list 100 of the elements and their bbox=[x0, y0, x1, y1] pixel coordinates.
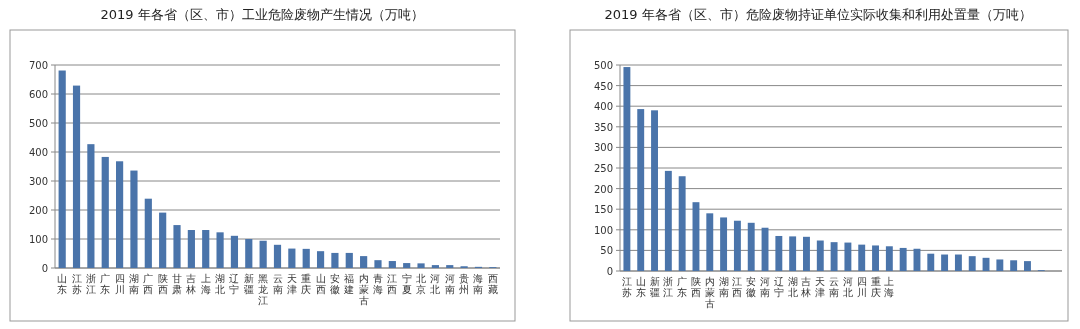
x-tick-label: 安徽 bbox=[746, 276, 757, 298]
x-tick-label: 青海 bbox=[372, 273, 383, 295]
bar bbox=[273, 244, 282, 268]
x-tick-label: 河北 bbox=[430, 273, 441, 295]
bar bbox=[941, 254, 949, 271]
bar bbox=[388, 261, 396, 268]
x-tick-label: 陕西 bbox=[157, 273, 168, 295]
x-tick-label: 甘肃 bbox=[172, 273, 183, 295]
y-tick-label: 200 bbox=[593, 183, 613, 195]
x-tick-label: 河北 bbox=[842, 276, 853, 298]
bar bbox=[1010, 260, 1018, 271]
x-tick-label: 湖北 bbox=[787, 276, 798, 298]
bar bbox=[775, 235, 783, 271]
bar bbox=[101, 156, 109, 268]
x-tick-label: 湖南 bbox=[718, 276, 729, 298]
x-tick-label: 四川 bbox=[114, 273, 125, 295]
x-tick-label: 西藏 bbox=[487, 273, 498, 295]
x-tick-label: 海南 bbox=[473, 273, 484, 295]
bar bbox=[664, 170, 672, 271]
x-tick-label: 上海 bbox=[884, 276, 895, 298]
bar bbox=[302, 248, 310, 268]
bar bbox=[403, 263, 411, 268]
y-tick-label: 350 bbox=[593, 121, 613, 133]
x-tick-label: 吉林 bbox=[800, 276, 812, 298]
bar bbox=[637, 109, 645, 271]
bar bbox=[245, 239, 253, 268]
x-tick-label: 陕西 bbox=[690, 276, 701, 298]
bar bbox=[830, 242, 838, 271]
y-tick-label: 150 bbox=[593, 204, 613, 216]
x-tick-label: 黑龙江 bbox=[258, 273, 269, 306]
x-tick-label: 安徽 bbox=[329, 273, 340, 295]
bar bbox=[374, 260, 382, 268]
y-tick-label: 600 bbox=[28, 89, 48, 100]
bar bbox=[844, 242, 852, 271]
x-tick-label: 新疆 bbox=[243, 273, 254, 295]
bar bbox=[187, 230, 195, 268]
bar bbox=[230, 235, 239, 268]
bar bbox=[885, 246, 893, 271]
y-tick-label: 250 bbox=[593, 163, 613, 174]
bar bbox=[331, 252, 339, 268]
bar bbox=[58, 70, 66, 268]
y-tick-label: 500 bbox=[593, 60, 613, 71]
x-tick-label: 河南 bbox=[444, 273, 455, 295]
bar bbox=[216, 232, 224, 268]
bar bbox=[288, 248, 296, 268]
bar bbox=[899, 247, 907, 271]
y-tick-label: 100 bbox=[593, 224, 613, 236]
x-tick-label: 辽宁 bbox=[229, 273, 240, 295]
bar bbox=[259, 240, 267, 268]
bar bbox=[345, 252, 353, 268]
bar bbox=[1024, 261, 1031, 271]
bar bbox=[720, 217, 728, 271]
x-tick-label: 浙江 bbox=[85, 273, 96, 295]
x-tick-label: 天津 bbox=[286, 273, 297, 295]
bar bbox=[417, 263, 425, 268]
x-tick-label: 湖南 bbox=[128, 273, 139, 295]
bar bbox=[202, 230, 210, 268]
x-tick-label: 山东 bbox=[635, 276, 646, 298]
bar bbox=[72, 85, 81, 268]
bar bbox=[130, 170, 138, 268]
x-tick-label: 山西 bbox=[315, 273, 326, 295]
x-tick-label: 河南 bbox=[760, 276, 771, 298]
x-tick-label: 贵州 bbox=[459, 273, 470, 295]
y-tick-label: 400 bbox=[593, 101, 613, 113]
x-tick-label: 四川 bbox=[856, 276, 867, 298]
bar bbox=[431, 265, 439, 268]
bar bbox=[159, 212, 167, 268]
chart-title: 2019 年各省（区、市）工业危险废物产生情况（万吨） bbox=[100, 7, 424, 22]
y-tick-label: 500 bbox=[28, 118, 48, 129]
x-tick-label: 吉林 bbox=[185, 273, 197, 295]
bar bbox=[116, 161, 124, 268]
x-tick-label: 广东 bbox=[100, 273, 111, 295]
bar bbox=[446, 265, 454, 268]
y-tick-label: 450 bbox=[593, 80, 613, 92]
y-tick-label: 0 bbox=[606, 266, 613, 277]
y-tick-label: 50 bbox=[600, 245, 613, 257]
bar bbox=[706, 213, 714, 271]
x-tick-label: 北京 bbox=[416, 273, 427, 295]
bar bbox=[173, 225, 181, 268]
bar bbox=[927, 253, 935, 271]
bar bbox=[858, 244, 866, 271]
bar bbox=[803, 236, 810, 271]
y-tick-label: 700 bbox=[28, 60, 48, 71]
bar bbox=[954, 254, 962, 271]
x-tick-label: 山东 bbox=[57, 273, 68, 295]
y-tick-label: 400 bbox=[28, 147, 48, 158]
bar bbox=[623, 67, 631, 271]
x-tick-label: 江苏 bbox=[71, 273, 82, 295]
x-tick-label: 江西 bbox=[387, 273, 398, 295]
bar bbox=[316, 251, 325, 268]
bar bbox=[360, 256, 368, 268]
bar bbox=[789, 236, 797, 271]
chart-title: 2019 年各省（区、市）危险废物持证单位实际收集和利用处置量（万吨） bbox=[604, 7, 1032, 22]
bar bbox=[733, 220, 741, 271]
bar bbox=[678, 176, 686, 271]
bar bbox=[747, 222, 755, 271]
y-tick-label: 200 bbox=[28, 205, 48, 216]
bar bbox=[651, 110, 658, 271]
x-tick-label: 上海 bbox=[200, 273, 211, 295]
bar bbox=[87, 144, 95, 268]
